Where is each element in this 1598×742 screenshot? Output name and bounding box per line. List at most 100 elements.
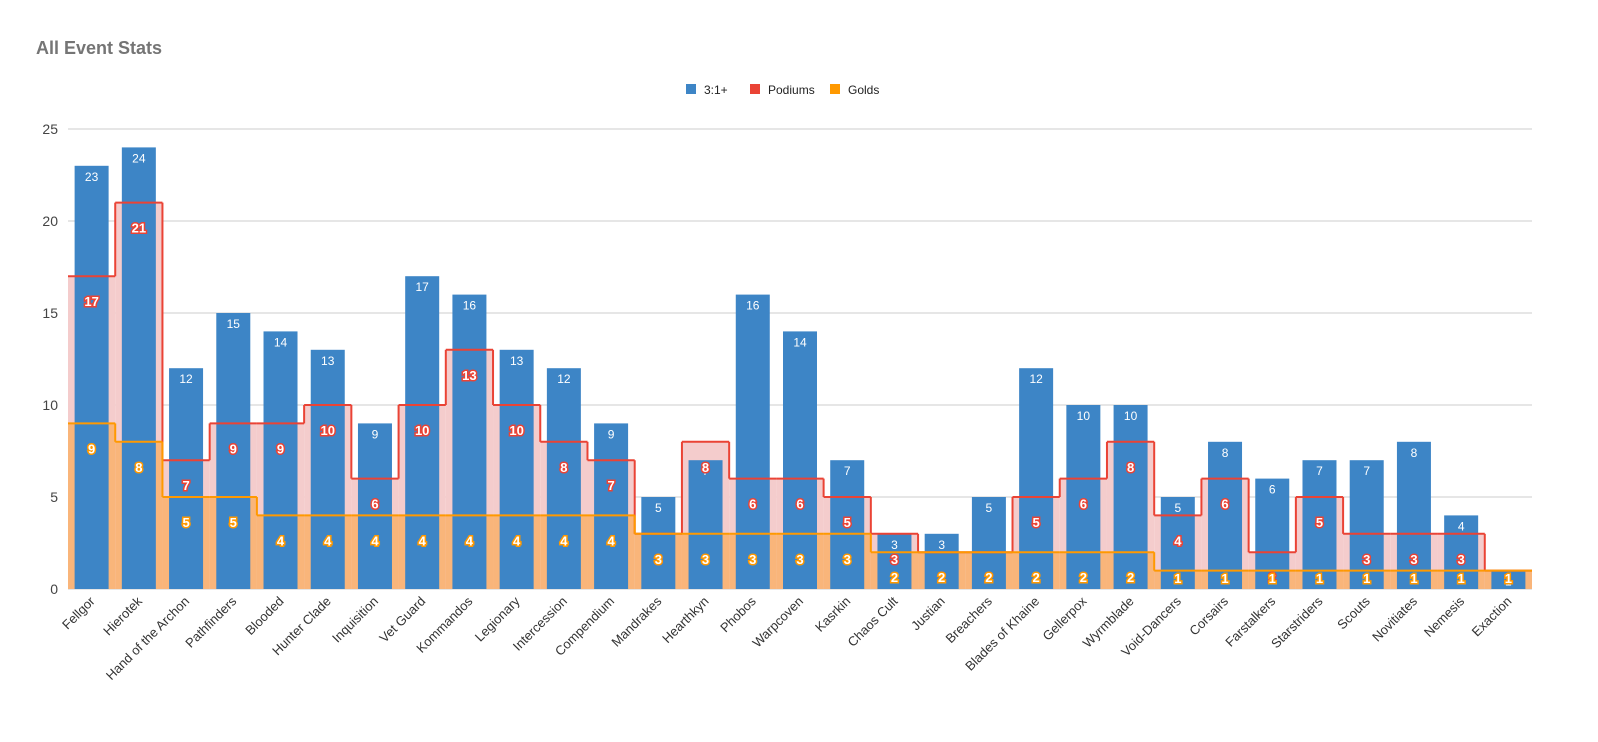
bar: [783, 331, 817, 589]
bar: [499, 349, 534, 589]
step-value-label: 2: [938, 570, 945, 585]
bar-value-label: 5: [986, 501, 993, 515]
step-value-label: 4: [1174, 533, 1182, 548]
bar: [688, 460, 723, 589]
bar-value-label: 15: [227, 317, 241, 331]
step-value-label: 1: [1174, 571, 1181, 586]
step-value-label: 2: [938, 570, 945, 585]
bar: [357, 423, 392, 589]
bar-value-label: 7: [1316, 464, 1323, 478]
step-value-label: 9: [277, 441, 284, 456]
y-tick-label: 10: [42, 397, 58, 413]
bar: [830, 460, 865, 589]
bar: [1160, 497, 1195, 589]
bar-value-label: 16: [746, 299, 760, 313]
step-value-label: 4: [466, 533, 474, 548]
bar: [546, 368, 581, 589]
step-value-label: 1: [1221, 571, 1228, 586]
bar: [924, 533, 959, 589]
bar-value-label: 7: [1363, 464, 1370, 478]
bar-value-label: 12: [1029, 372, 1043, 386]
y-tick-label: 15: [42, 305, 58, 321]
bar: [971, 497, 1006, 589]
step-value-label: 10: [509, 423, 523, 438]
step-value-label: 2: [985, 570, 992, 585]
step-value-label: 3: [1458, 552, 1465, 567]
step-value-label: 3: [796, 552, 803, 567]
step-value-label: 1: [1505, 571, 1512, 586]
legend-label: Podiums: [768, 83, 815, 97]
step-value-label: 1: [1458, 571, 1465, 586]
bar: [74, 165, 109, 590]
step-value-label: 5: [1033, 515, 1040, 530]
step-value-label: 4: [371, 533, 379, 548]
bar-value-label: 8: [1411, 446, 1418, 460]
bar-value-label: 12: [179, 372, 193, 386]
bar-value-label: 4: [1458, 519, 1465, 533]
bar-value-label: 13: [321, 354, 335, 368]
bar-value-label: 10: [1077, 409, 1091, 423]
step-value-label: 3: [702, 552, 709, 567]
step-value-label: 3: [891, 552, 898, 567]
step-value-label: 6: [749, 497, 756, 512]
bar-value-label: 7: [844, 464, 851, 478]
bar: [1396, 441, 1431, 589]
step-value-label: 1: [1505, 571, 1512, 586]
bar-value-label: 7: [702, 464, 709, 478]
bar: [1349, 460, 1384, 589]
step-value-label: 5: [1316, 515, 1323, 530]
bar: [169, 368, 204, 589]
step-value-label: 2: [1269, 570, 1276, 585]
step-value-label: 4: [513, 533, 521, 548]
bar: [1066, 405, 1101, 589]
bar: [1444, 515, 1479, 589]
step-value-label: 1: [1316, 571, 1323, 586]
bar: [1019, 368, 1054, 589]
bar: [405, 276, 440, 589]
bar: [1302, 460, 1337, 589]
bar-value-label: 10: [1124, 409, 1138, 423]
step-value-label: 5: [230, 515, 237, 530]
bar-value-label: 9: [372, 427, 379, 441]
bar-value-label: 14: [793, 335, 807, 349]
step-value-label: 1: [1363, 571, 1370, 586]
bar: [121, 147, 156, 589]
step-value-label: 1: [1269, 571, 1276, 586]
bar: [641, 497, 676, 589]
step-value-label: 6: [1080, 497, 1087, 512]
step-value-label: 4: [419, 533, 427, 548]
step-value-label: 4: [324, 533, 332, 548]
bar: [594, 423, 629, 589]
step-value-label: 3: [1410, 552, 1417, 567]
bar-value-label: 12: [557, 372, 571, 386]
step-value-label: 2: [1080, 570, 1087, 585]
step-value-label: 3: [1363, 552, 1370, 567]
step-value-label: 2: [1127, 570, 1134, 585]
step-value-label: 8: [1127, 460, 1134, 475]
step-value-label: 9: [230, 441, 237, 456]
bar-value-label: 14: [274, 335, 288, 349]
bar-value-label: 3: [891, 538, 898, 552]
legend: 3:1+ Podiums Golds: [686, 83, 879, 97]
y-tick-label: 25: [42, 121, 58, 137]
step-value-label: 8: [702, 460, 709, 475]
bar-value-label: 8: [1222, 446, 1229, 460]
bar-value-label: 16: [463, 299, 477, 313]
bar-value-label: 3: [938, 538, 945, 552]
step-value-label: 3: [749, 552, 756, 567]
legend-label: Golds: [848, 83, 879, 97]
bar-value-label: 5: [1174, 501, 1181, 515]
step-value-label: 2: [985, 570, 992, 585]
step-value-label: 8: [135, 460, 142, 475]
bar-value-label: 5: [655, 501, 662, 515]
bar-value-label: 9: [608, 427, 615, 441]
y-tick-label: 0: [50, 581, 58, 597]
step-value-label: 4: [560, 533, 568, 548]
step-value-label: 2: [891, 570, 898, 585]
y-tick-label: 5: [50, 489, 58, 505]
step-value-label: 4: [607, 533, 615, 548]
step-value-label: 13: [462, 368, 476, 383]
step-value-label: 6: [371, 497, 378, 512]
legend-swatch: [750, 84, 760, 94]
